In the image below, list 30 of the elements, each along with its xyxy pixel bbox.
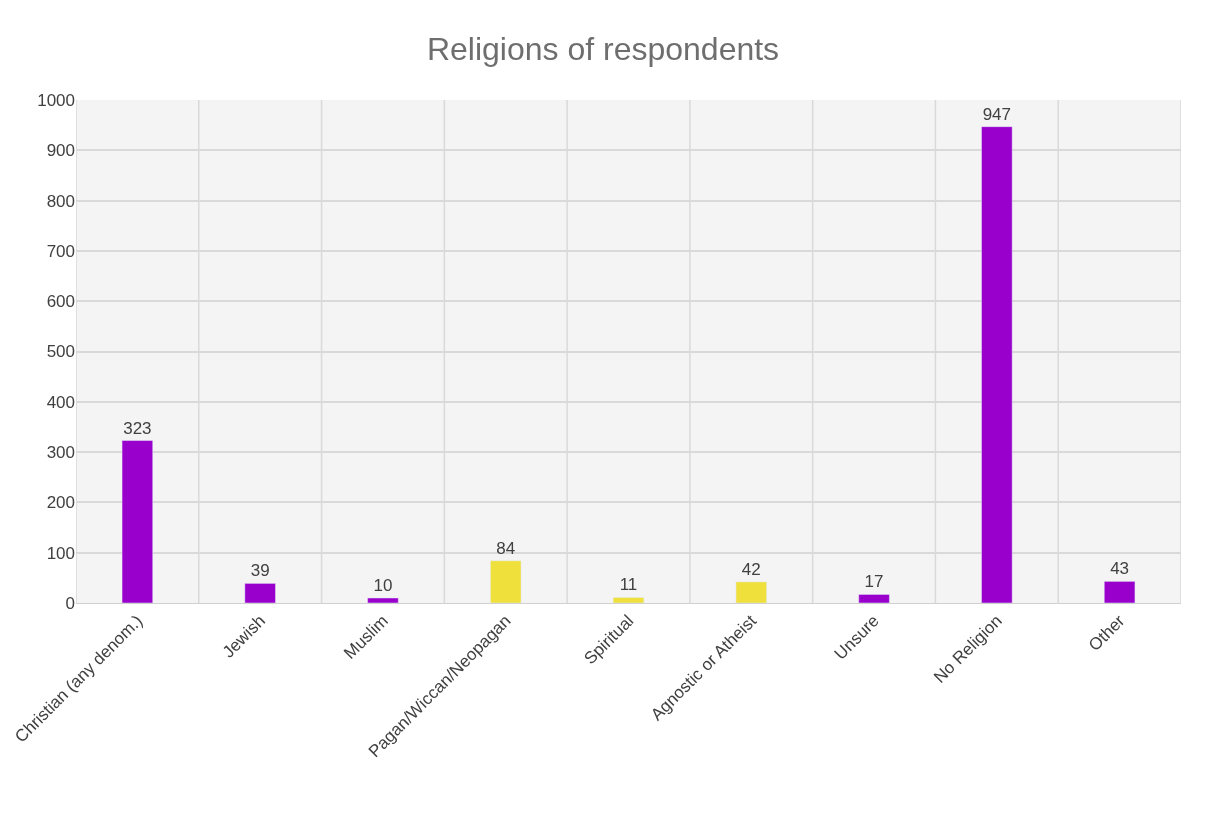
bar xyxy=(735,581,767,603)
y-tick-label: 200 xyxy=(46,493,75,513)
y-tick-label: 500 xyxy=(46,342,75,362)
data-label: 11 xyxy=(619,575,638,595)
y-tick-label: 100 xyxy=(46,543,75,563)
y-tick-label: 400 xyxy=(46,392,75,412)
chart-title: Religions of respondents xyxy=(426,30,780,67)
y-tick-label: 300 xyxy=(46,443,75,463)
data-label: 323 xyxy=(123,418,152,438)
bar xyxy=(121,440,153,603)
data-label: 947 xyxy=(982,104,1012,124)
bar xyxy=(490,560,522,603)
y-tick-label: 700 xyxy=(46,241,75,261)
bar xyxy=(1104,581,1136,603)
y-tick-label: 1000 xyxy=(37,90,75,110)
y-tick-label: 900 xyxy=(46,141,75,161)
data-label: 39 xyxy=(250,561,270,581)
data-label: 84 xyxy=(496,538,516,558)
data-label: 42 xyxy=(741,559,761,579)
bar xyxy=(367,597,399,603)
bar xyxy=(244,583,276,603)
y-tick-label: 800 xyxy=(46,191,75,211)
data-label: 10 xyxy=(373,575,393,595)
bar xyxy=(981,126,1013,603)
bar xyxy=(612,597,645,603)
bar xyxy=(858,594,890,603)
y-tick-label: 0 xyxy=(65,593,75,613)
y-tick-label: 600 xyxy=(46,292,75,312)
data-label: 17 xyxy=(864,572,884,592)
data-label: 43 xyxy=(1110,559,1130,579)
